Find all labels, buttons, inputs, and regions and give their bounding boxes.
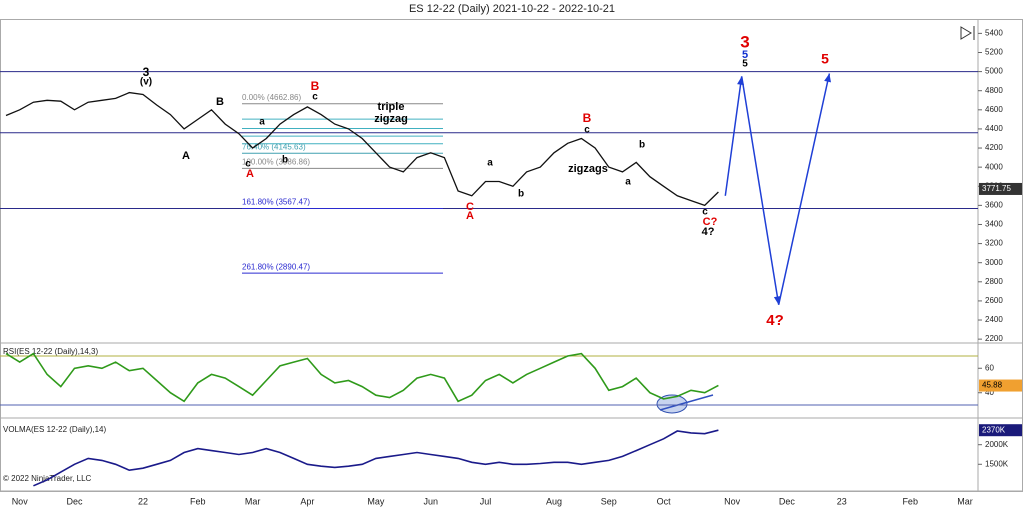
x-tick-label: 23	[837, 496, 847, 506]
wave-label: A	[182, 150, 190, 162]
wave-label: (v)	[140, 77, 152, 88]
fib-label: 100.00% (3986.86)	[242, 158, 310, 167]
y-tick-label: 5200	[985, 48, 1003, 57]
frame	[0, 19, 1023, 492]
fib-label: 76.40% (4145.63)	[242, 142, 306, 151]
y-tick-label: 4200	[985, 143, 1003, 152]
x-tick-label: May	[367, 496, 385, 506]
y-tick-label: 2600	[985, 296, 1003, 305]
value-badge-label: 2370K	[982, 425, 1006, 434]
wave-label: b	[282, 155, 288, 166]
wave-label: c	[702, 207, 708, 218]
panel-title: VOLMA(ES 12-22 (Daily),14)	[3, 425, 106, 434]
arrowhead	[824, 73, 832, 83]
y-tick-label: 5000	[985, 67, 1003, 76]
y-tick-label: 2800	[985, 277, 1003, 286]
fib-label: 0.00% (4662.86)	[242, 93, 301, 102]
x-tick-label: Dec	[66, 496, 83, 506]
y-tick-label: 60	[985, 363, 994, 372]
wave-label: C	[466, 201, 474, 213]
x-tick-label: Nov	[724, 496, 741, 506]
x-tick-label: 22	[138, 496, 148, 506]
chart-title: ES 12-22 (Daily) 2021-10-22 - 2022-10-21	[409, 3, 615, 15]
y-tick-label: 3600	[985, 200, 1003, 209]
x-tick-label: Dec	[779, 496, 796, 506]
value-badge	[979, 379, 1022, 392]
y-tick-label: 4000	[985, 162, 1003, 171]
x-tick-label: Sep	[601, 496, 617, 506]
x-tick-label: Jul	[480, 496, 492, 506]
price-badge-label: 3771.75	[982, 184, 1011, 193]
wave-label: a	[487, 158, 493, 169]
x-tick-label: Mar	[245, 496, 261, 506]
arrowhead	[773, 295, 781, 305]
x-tick-label: Apr	[300, 496, 314, 506]
x-tick-label: Feb	[902, 496, 918, 506]
projection-line	[724, 73, 831, 305]
wave-label: b	[639, 140, 645, 151]
y-tick-label: 2000K	[985, 440, 1009, 449]
value-badge-label: 45.88	[982, 381, 1003, 390]
trendline	[659, 394, 714, 411]
wave-label: 5	[821, 51, 829, 67]
wave-label: A	[466, 210, 474, 222]
y-tick-label: 40	[985, 388, 994, 397]
wave-label: 4?	[702, 226, 715, 238]
wave-label: c	[584, 125, 590, 136]
wave-label: zigzag	[374, 113, 408, 125]
price-badge	[979, 182, 1022, 195]
x-tick-label: Nov	[12, 496, 29, 506]
wave-label: b	[518, 189, 524, 200]
y-tick-label: 5400	[985, 28, 1003, 37]
y-tick-label: 3400	[985, 220, 1003, 229]
y-tick-label: 2400	[985, 315, 1003, 324]
copyright: © 2022 NinjaTrader, LLC	[3, 474, 92, 483]
fib-label: 161.80% (3567.47)	[242, 198, 310, 207]
wave-label: B	[311, 79, 320, 93]
x-tick-label: Jun	[423, 496, 438, 506]
x-tick-label: Feb	[190, 496, 206, 506]
wave-label: triple	[378, 101, 405, 113]
fib-label: 261.80% (2890.47)	[242, 262, 310, 271]
wave-label: a	[259, 117, 265, 128]
y-tick-label: 4800	[985, 86, 1003, 95]
wave-label: B	[583, 111, 592, 125]
wave-label: c	[312, 92, 318, 103]
wave-label: 5	[742, 59, 748, 70]
x-tick-label: Oct	[657, 496, 672, 506]
arrowhead	[737, 76, 745, 86]
wave-label: 5	[742, 49, 748, 61]
toolbar-icon[interactable]	[960, 26, 975, 40]
series-line	[5, 91, 719, 207]
wave-label: a	[625, 177, 631, 188]
wave-label: B	[216, 96, 224, 108]
wave-label: 3	[143, 65, 150, 79]
x-tick-label: Aug	[546, 496, 562, 506]
series-line	[5, 352, 719, 403]
series-line	[33, 429, 719, 487]
panel-title: RSI(ES 12-22 (Daily),14,3)	[3, 347, 98, 356]
wave-label: A	[246, 168, 254, 180]
wave-label: zigzags	[568, 163, 608, 175]
y-tick-label: 3200	[985, 239, 1003, 248]
y-tick-label: 4600	[985, 105, 1003, 114]
value-badge	[979, 424, 1022, 437]
y-tick-label: 2200	[985, 334, 1003, 343]
wave-label: 4?	[766, 312, 784, 329]
y-tick-label: 1500K	[985, 459, 1009, 468]
y-tick-label: 4400	[985, 124, 1003, 133]
y-tick-label: 3000	[985, 258, 1003, 267]
wave-label: C?	[703, 216, 718, 228]
x-tick-label: Mar	[957, 496, 973, 506]
wave-label: c	[245, 159, 251, 170]
wave-label: 3	[740, 32, 749, 51]
